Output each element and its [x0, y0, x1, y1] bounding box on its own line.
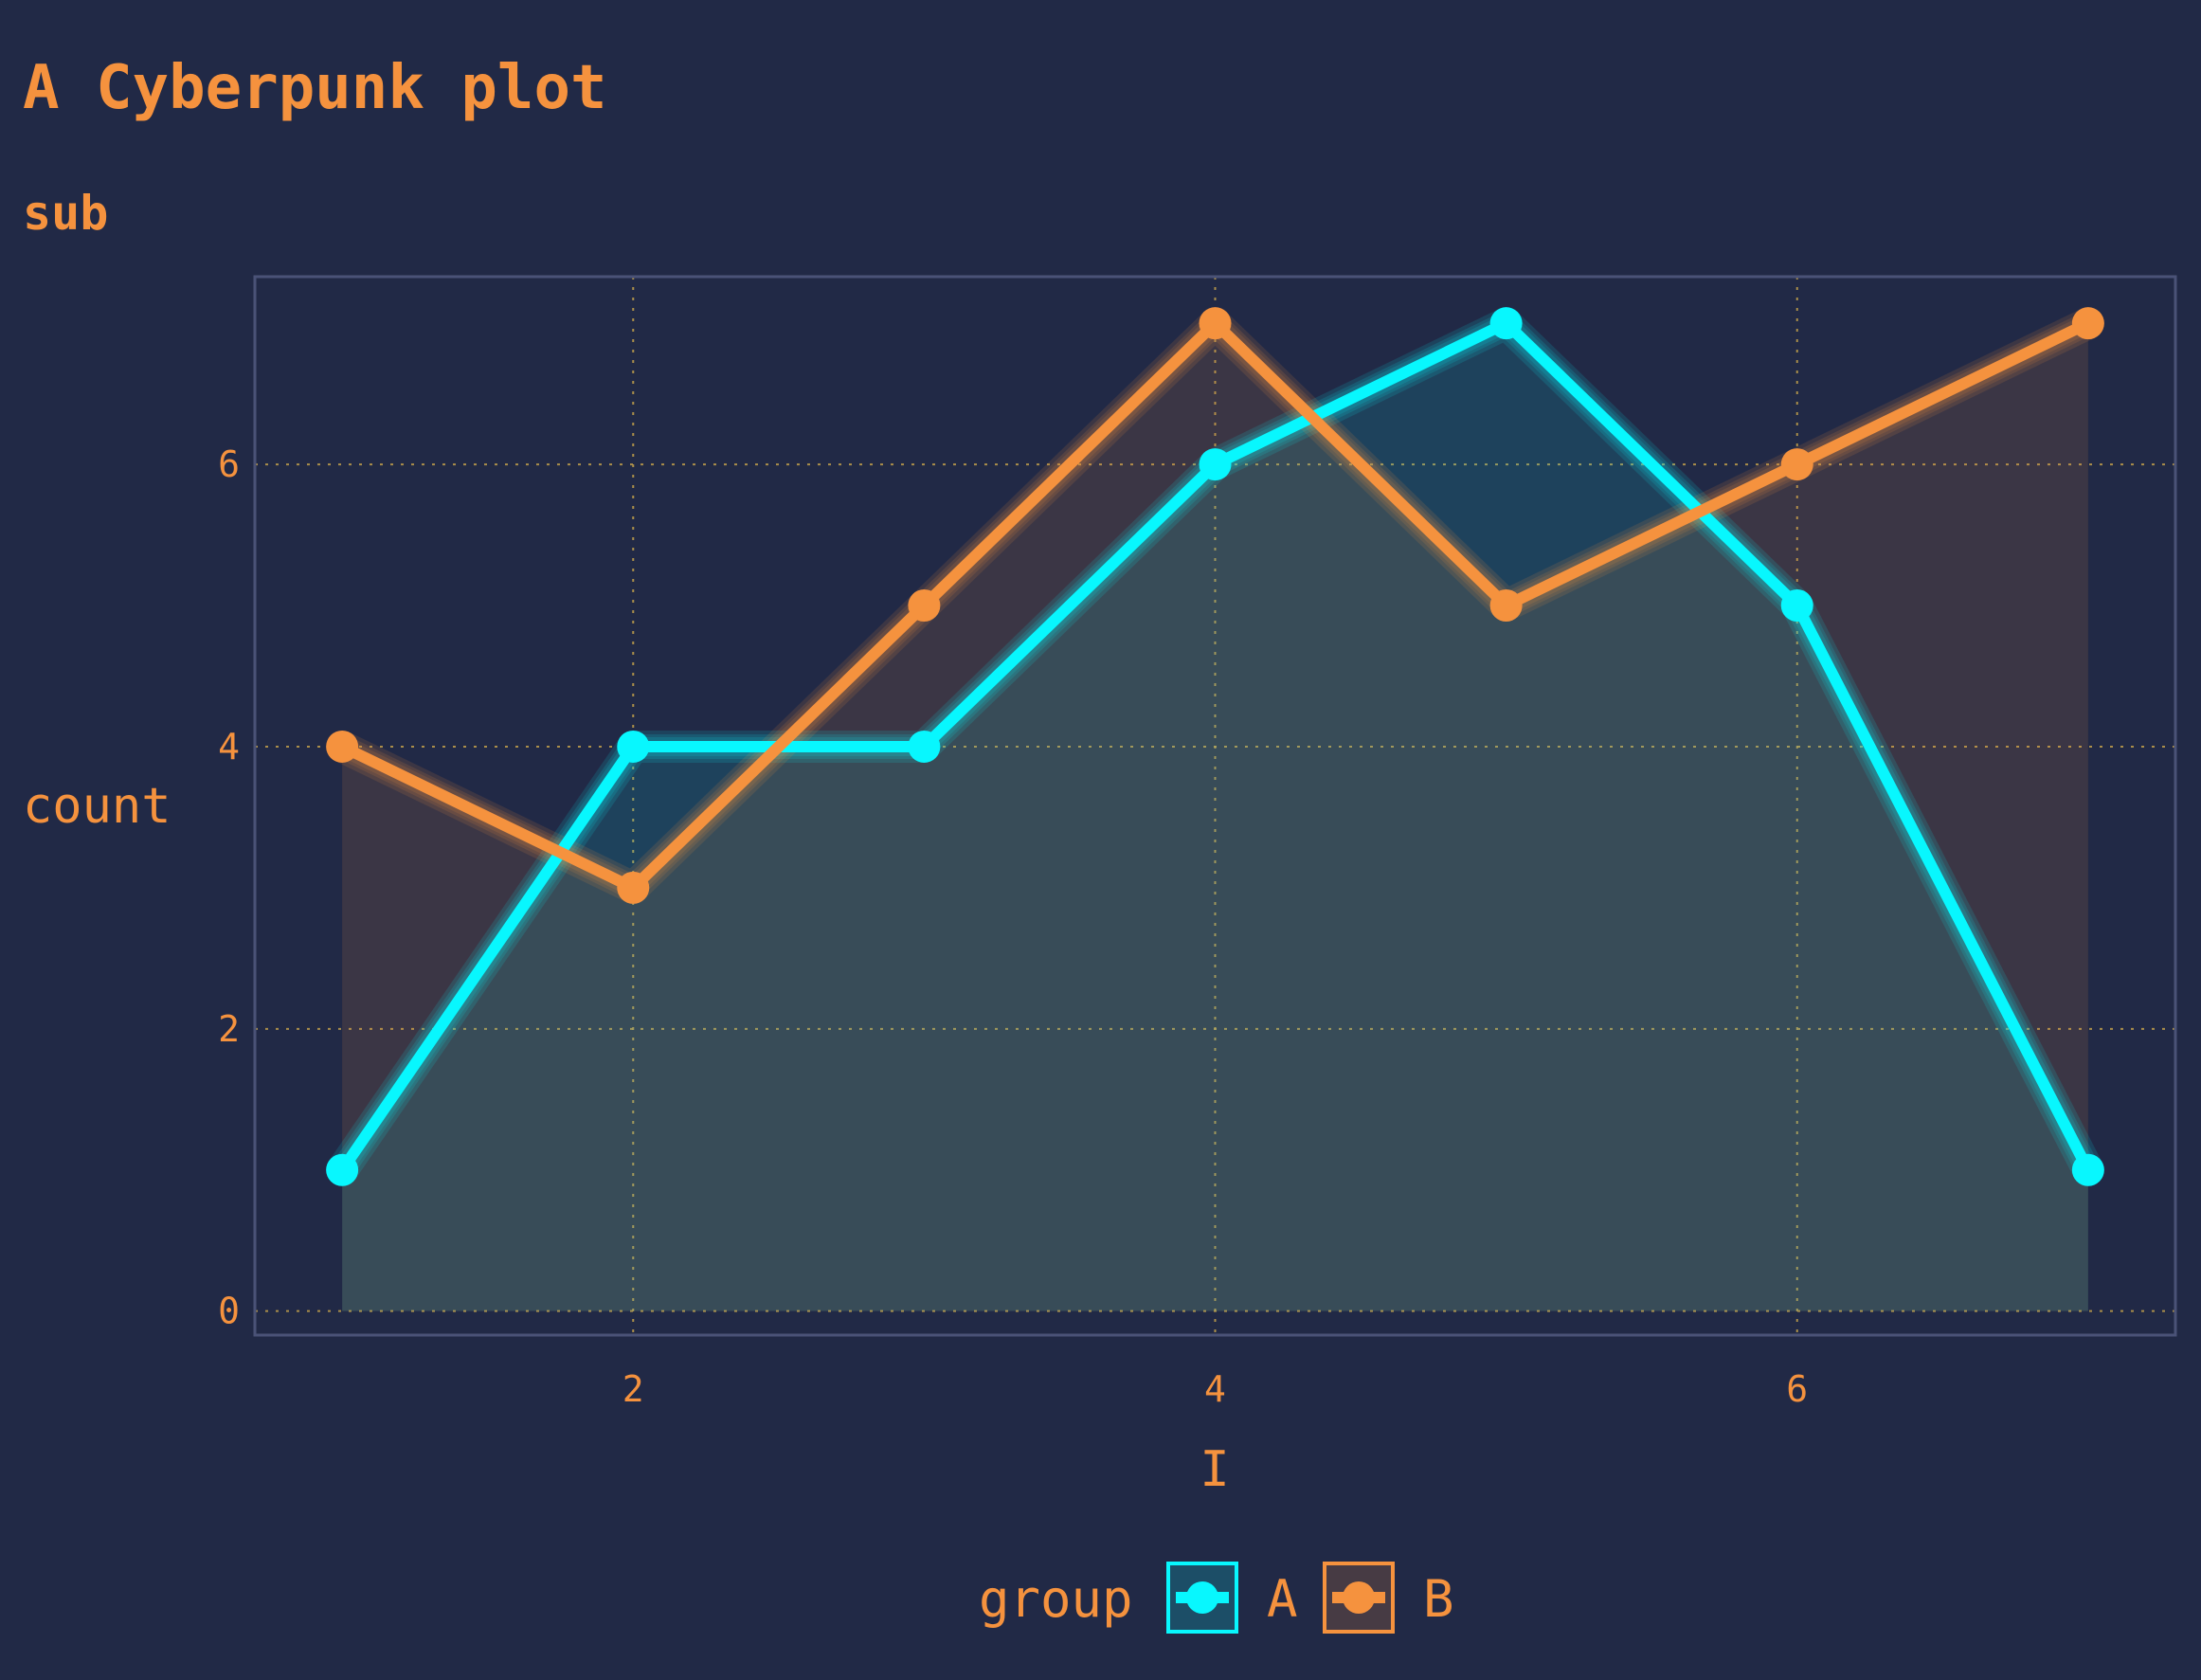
- x-tick-label: 4: [1204, 1368, 1226, 1410]
- series-b-point: [2071, 307, 2104, 340]
- panel-border: [253, 275, 2177, 1337]
- legend-key-point: [1343, 1581, 1375, 1614]
- series-points: [326, 307, 2104, 1186]
- series-b-point: [326, 730, 359, 763]
- y-axis-title: count: [23, 778, 171, 835]
- series-b-point: [908, 589, 941, 623]
- legend-key-point: [1186, 1581, 1218, 1614]
- series-a-point: [1199, 448, 1232, 481]
- series-a-point: [2071, 1153, 2104, 1186]
- chart-title: A Cyberpunk plot: [23, 53, 607, 123]
- series-a-point: [1489, 307, 1523, 340]
- x-tick-label: 6: [1786, 1368, 1808, 1410]
- area-fills: [342, 323, 2088, 1311]
- series-b-area: [342, 323, 2088, 1311]
- series-a-area: [342, 323, 2088, 1311]
- x-axis-title: I: [1200, 1441, 1229, 1498]
- y-tick-labels: 0 2 4 6: [218, 443, 240, 1332]
- series-a-point: [326, 1153, 359, 1186]
- y-tick-label: 0: [218, 1291, 240, 1332]
- series-b-point: [1199, 307, 1232, 340]
- y-tick-label: 6: [218, 443, 240, 485]
- series-b-point: [1489, 589, 1523, 623]
- series-a-point: [908, 730, 941, 763]
- x-tick-label: 2: [622, 1368, 644, 1410]
- chart-subtitle: sub: [23, 186, 109, 241]
- series-b-point: [1780, 448, 1813, 481]
- y-tick-label: 2: [218, 1008, 240, 1050]
- legend-label-a: A: [1267, 1569, 1298, 1629]
- series-b-point: [617, 871, 650, 904]
- legend-label-b: B: [1423, 1569, 1454, 1629]
- series-a-point: [617, 730, 650, 763]
- series-a-point: [1780, 589, 1813, 623]
- legend: group A B: [979, 1562, 1454, 1634]
- legend-title: group: [979, 1569, 1133, 1629]
- y-tick-label: 4: [218, 726, 240, 768]
- x-tick-labels: 2 4 6: [622, 1368, 1808, 1410]
